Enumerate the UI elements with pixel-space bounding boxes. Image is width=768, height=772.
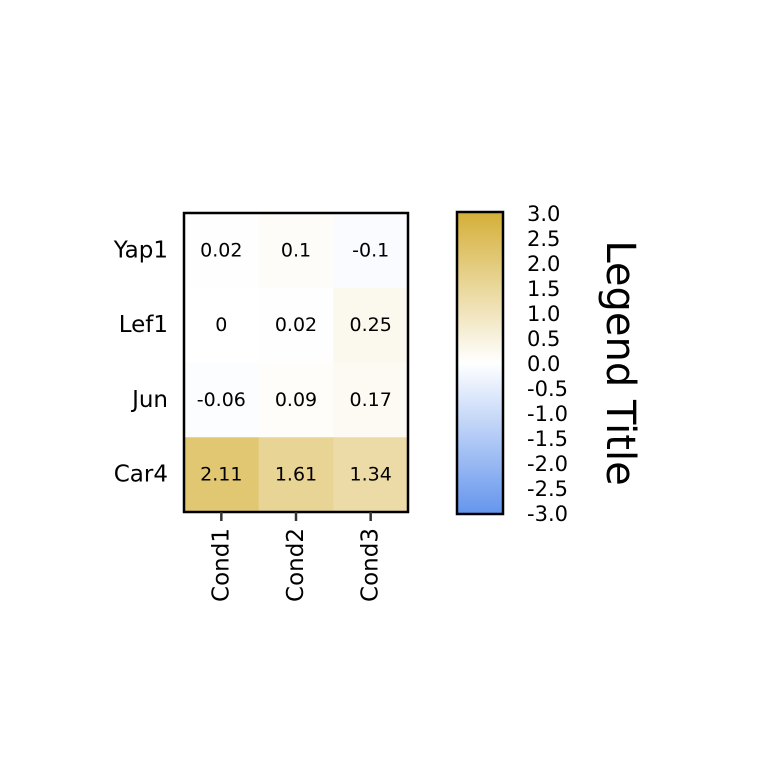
heatmap-cell xyxy=(258,213,334,289)
heatmap-cell-labels: 0.02 0.1 -0.1 0 0.02 0.25 -0.06 0.09 0.17 2.11 1.6… xyxy=(197,239,392,485)
heatmap-cell-value: 2.11 xyxy=(200,464,242,486)
legend-tick-label: -3.0 xyxy=(527,502,568,526)
legend-tick-label: 0.0 xyxy=(527,352,560,376)
heatmap-cell xyxy=(258,437,334,513)
legend-colorbar xyxy=(455,210,505,516)
row-label: Yap1 xyxy=(113,237,168,263)
column-labels: Cond1 Cond2 Cond3 xyxy=(208,512,384,602)
heatmap-cell xyxy=(333,213,409,289)
legend-tick-label: -2.5 xyxy=(527,477,568,501)
heatmap-cell-value: 1.61 xyxy=(275,464,317,486)
heatmap-cell-value: -0.1 xyxy=(352,239,389,261)
heatmap-cell xyxy=(333,362,409,438)
heatmap-cell xyxy=(333,287,409,363)
legend-tick-label: 0.5 xyxy=(527,327,560,351)
heatmap-cell-value: 0.25 xyxy=(350,314,392,336)
heatmap-cell xyxy=(184,287,260,363)
heatmap-cells xyxy=(184,213,409,513)
heatmap-cell-value: -0.06 xyxy=(197,389,246,411)
heatmap-cell-value: 0.17 xyxy=(350,389,392,411)
legend-title: Legend Title xyxy=(597,240,643,485)
heatmap-cell xyxy=(184,362,260,438)
heatmap-cell-value: 0.02 xyxy=(200,239,242,261)
legend-tick-label: 2.0 xyxy=(527,252,560,276)
row-label: Car4 xyxy=(114,462,168,488)
column-label: Cond2 xyxy=(283,528,309,602)
heatmap-cell xyxy=(184,437,260,513)
heatmap-cell-value: 0.02 xyxy=(275,314,317,336)
legend-tick-label: 3.0 xyxy=(527,202,560,226)
legend-tick-label: -0.5 xyxy=(527,377,568,401)
column-label: Cond1 xyxy=(208,528,234,602)
column-label: Cond3 xyxy=(358,528,384,602)
heatmap-cell-value: 0 xyxy=(215,314,227,336)
heatmap-cell-value: 0.1 xyxy=(281,239,311,261)
row-labels: Yap1 Lef1 Jun Car4 xyxy=(113,237,168,487)
legend-tick-label: 1.5 xyxy=(527,277,560,301)
heatmap-cell-value: 0.09 xyxy=(275,389,317,411)
legend-tick-label: 2.5 xyxy=(527,227,560,251)
row-label: Lef1 xyxy=(119,312,168,338)
legend-ticks: 3.02.52.01.51.00.50.0-0.5-1.0-1.5-2.0-2.… xyxy=(527,202,568,526)
heatmap-cell-value: 1.34 xyxy=(350,464,392,486)
legend-tick-label: -2.0 xyxy=(527,452,568,476)
heatmap-cell xyxy=(258,287,334,363)
legend-tick-label: -1.5 xyxy=(527,427,568,451)
row-label: Jun xyxy=(130,387,168,413)
heatmap-cell xyxy=(333,437,409,513)
heatmap-cell xyxy=(258,362,334,438)
legend-tick-label: -1.0 xyxy=(527,402,568,426)
heatmap-cell xyxy=(184,213,260,289)
legend-tick-label: 1.0 xyxy=(527,302,560,326)
